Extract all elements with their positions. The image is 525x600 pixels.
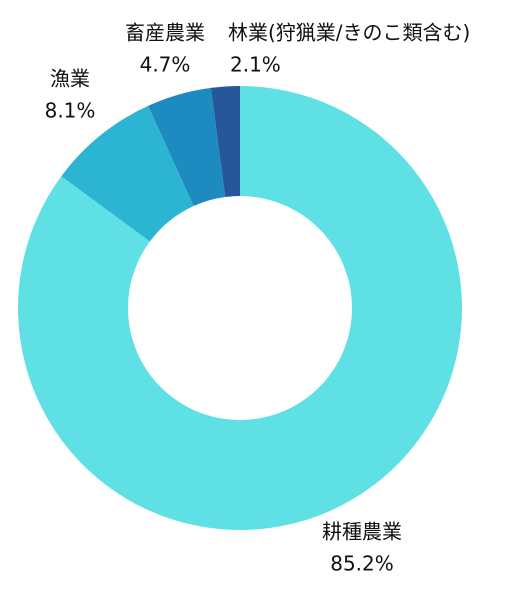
slice <box>17 86 462 530</box>
slice <box>61 105 194 242</box>
slice <box>210 86 240 197</box>
value-label: 4.7% <box>140 53 191 77</box>
slice-label: 畜産農業 <box>125 21 205 45</box>
value-label: 8.1% <box>45 99 96 123</box>
slice-label: 漁業 <box>50 67 90 91</box>
slice <box>148 87 226 207</box>
slice-label: 林業(狩猟業/きのこ類含む) <box>228 21 470 45</box>
value-label: 85.2% <box>330 552 394 576</box>
value-label: 2.1% <box>230 53 281 77</box>
slice-label: 耕種農業 <box>322 520 402 544</box>
